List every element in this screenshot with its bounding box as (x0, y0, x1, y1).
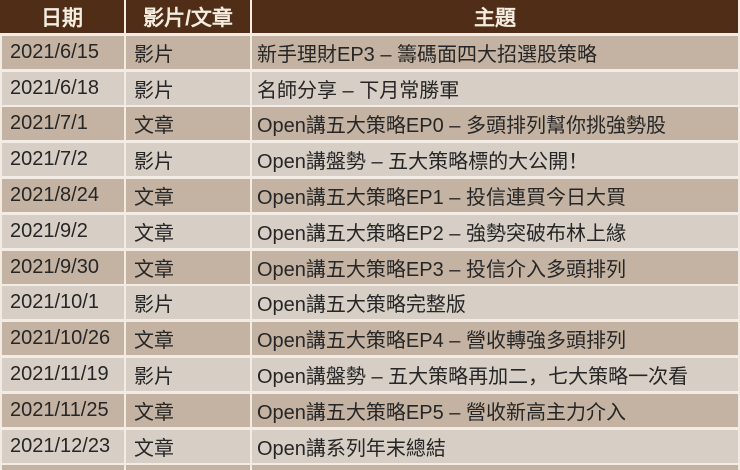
type-cell: 影片 (126, 143, 252, 177)
date-cell (0, 465, 126, 470)
topic-cell: Open講五大策略完整版 (252, 286, 740, 320)
topic-cell: Open講五大策略EP2 – 強勢突破布林上緣 (252, 214, 740, 248)
date-cell: 2021/9/2 (0, 214, 126, 248)
topic-cell (252, 465, 740, 470)
type-cell: 文章 (126, 178, 252, 212)
table-row: 2021/7/1 文章 Open講五大策略EP0 – 多頭排列幫你挑強勢股 (0, 107, 740, 141)
type-cell: 文章 (126, 214, 252, 248)
topic-cell: 新手理財EP3 – 籌碼面四大招選股策略 (252, 35, 740, 69)
topic-cell: Open講五大策略EP3 – 投信介入多頭排列 (252, 250, 740, 284)
type-cell: 文章 (126, 429, 252, 463)
table-row-partial (0, 465, 740, 470)
topic-cell: Open講五大策略EP0 – 多頭排列幫你挑強勢股 (252, 107, 740, 141)
type-cell: 文章 (126, 250, 252, 284)
table-row: 2021/7/2 影片 Open講盤勢 – 五大策略標的大公開！ (0, 143, 740, 177)
header-type: 影片/文章 (126, 0, 252, 33)
date-cell: 2021/9/30 (0, 250, 126, 284)
table-row: 2021/6/18 影片 名師分享 – 下月常勝軍 (0, 71, 740, 105)
topic-cell: Open講五大策略EP1 – 投信連買今日大買 (252, 178, 740, 212)
type-cell: 文章 (126, 107, 252, 141)
table-row: 2021/8/24 文章 Open講五大策略EP1 – 投信連買今日大買 (0, 178, 740, 212)
table-row: 2021/9/30 文章 Open講五大策略EP3 – 投信介入多頭排列 (0, 250, 740, 284)
header-topic: 主題 (252, 0, 740, 33)
date-cell: 2021/10/1 (0, 286, 126, 320)
topic-cell: Open講系列年末總結 (252, 429, 740, 463)
date-cell: 2021/7/2 (0, 143, 126, 177)
table-row: 2021/9/2 文章 Open講五大策略EP2 – 強勢突破布林上緣 (0, 214, 740, 248)
table-row: 2021/11/19 影片 Open講盤勢 – 五大策略再加二，七大策略一次看 (0, 357, 740, 391)
type-cell (126, 465, 252, 470)
date-cell: 2021/6/18 (0, 71, 126, 105)
type-cell: 文章 (126, 393, 252, 427)
date-cell: 2021/7/1 (0, 107, 126, 141)
topic-cell: Open講五大策略EP4 – 營收轉強多頭排列 (252, 322, 740, 356)
date-cell: 2021/8/24 (0, 178, 126, 212)
topic-cell: Open講盤勢 – 五大策略標的大公開！ (252, 143, 740, 177)
topic-cell: Open講五大策略EP5 – 營收新高主力介入 (252, 393, 740, 427)
date-cell: 2021/6/15 (0, 35, 126, 69)
date-cell: 2021/11/25 (0, 393, 126, 427)
date-cell: 2021/12/23 (0, 429, 126, 463)
table-header-row: 日期 影片/文章 主題 (0, 0, 740, 33)
type-cell: 影片 (126, 357, 252, 391)
type-cell: 影片 (126, 286, 252, 320)
header-date: 日期 (0, 0, 126, 33)
topic-cell: 名師分享 – 下月常勝軍 (252, 71, 740, 105)
table-row: 2021/10/26 文章 Open講五大策略EP4 – 營收轉強多頭排列 (0, 322, 740, 356)
type-cell: 影片 (126, 35, 252, 69)
table-row: 2021/6/15 影片 新手理財EP3 – 籌碼面四大招選股策略 (0, 35, 740, 69)
date-cell: 2021/10/26 (0, 322, 126, 356)
type-cell: 文章 (126, 322, 252, 356)
date-cell: 2021/11/19 (0, 357, 126, 391)
table-row: 2021/10/1 影片 Open講五大策略完整版 (0, 286, 740, 320)
type-cell: 影片 (126, 71, 252, 105)
topic-cell: Open講盤勢 – 五大策略再加二，七大策略一次看 (252, 357, 740, 391)
table-row: 2021/11/25 文章 Open講五大策略EP5 – 營收新高主力介入 (0, 393, 740, 427)
table-row: 2021/12/23 文章 Open講系列年末總結 (0, 429, 740, 463)
